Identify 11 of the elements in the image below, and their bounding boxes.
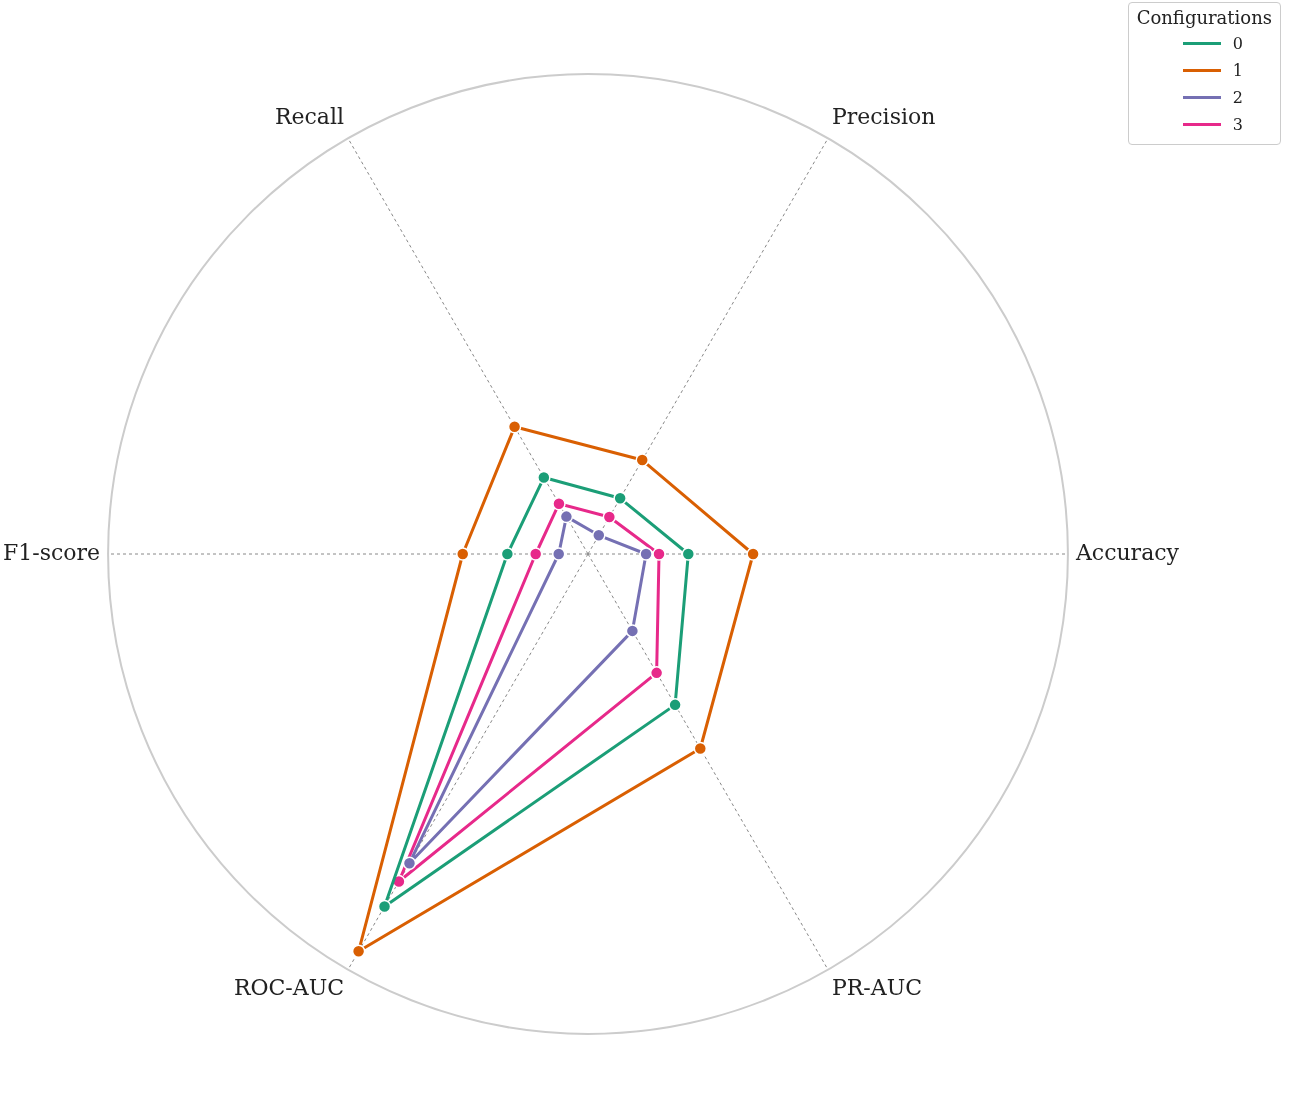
spoke-label: Precision	[831, 103, 936, 129]
legend-label: 1	[1232, 61, 1243, 80]
legend-label: 2	[1232, 88, 1243, 107]
legend-label: 3	[1232, 115, 1243, 134]
spoke-label: Accuracy	[1074, 539, 1180, 565]
spoke-label: F1-score	[2, 539, 101, 565]
spoke-label: PR-AUC	[831, 975, 923, 1001]
spoke-label: ROC-AUC	[233, 975, 345, 1001]
spoke-label: Recall	[274, 103, 345, 129]
legend-label: 0	[1232, 34, 1243, 53]
legend-title: Configurations	[1136, 7, 1272, 28]
